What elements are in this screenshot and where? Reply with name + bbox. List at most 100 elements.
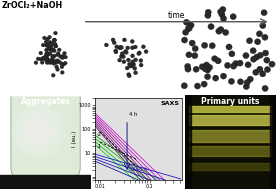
Circle shape <box>134 58 138 62</box>
Circle shape <box>251 56 257 62</box>
Circle shape <box>48 52 52 55</box>
Circle shape <box>230 14 236 20</box>
Circle shape <box>30 122 46 139</box>
Circle shape <box>181 37 188 43</box>
Text: ZrOCl₂+NaOH: ZrOCl₂+NaOH <box>1 1 63 10</box>
Circle shape <box>48 48 52 51</box>
Circle shape <box>205 67 211 73</box>
Circle shape <box>132 63 136 66</box>
Circle shape <box>131 60 135 64</box>
Circle shape <box>134 71 137 75</box>
Text: 5640 h: 5640 h <box>129 167 147 172</box>
Circle shape <box>229 51 235 57</box>
Circle shape <box>18 109 59 152</box>
Circle shape <box>41 43 45 47</box>
Circle shape <box>23 115 53 146</box>
Circle shape <box>55 59 59 63</box>
Circle shape <box>192 46 198 52</box>
Y-axis label: I (au.): I (au.) <box>72 131 77 147</box>
Circle shape <box>12 104 64 157</box>
Circle shape <box>141 45 145 49</box>
Circle shape <box>209 43 215 49</box>
Circle shape <box>118 46 122 50</box>
Circle shape <box>25 116 52 145</box>
Circle shape <box>193 66 199 72</box>
Circle shape <box>46 37 49 41</box>
Circle shape <box>44 53 48 57</box>
Circle shape <box>218 26 224 33</box>
Circle shape <box>34 61 38 65</box>
Circle shape <box>201 42 208 48</box>
Circle shape <box>20 112 56 149</box>
Circle shape <box>52 54 56 58</box>
Circle shape <box>44 48 48 52</box>
Circle shape <box>111 38 115 42</box>
Bar <box>0 175 91 189</box>
Circle shape <box>220 73 227 79</box>
Circle shape <box>56 68 59 71</box>
Circle shape <box>45 52 49 55</box>
Circle shape <box>228 78 235 84</box>
Circle shape <box>50 58 54 62</box>
Circle shape <box>115 45 119 49</box>
Circle shape <box>123 50 128 53</box>
Circle shape <box>243 53 249 59</box>
Circle shape <box>126 58 130 62</box>
Circle shape <box>254 54 260 60</box>
Circle shape <box>126 46 130 50</box>
Circle shape <box>189 40 195 46</box>
Text: -2: -2 <box>97 132 102 137</box>
Circle shape <box>133 66 137 70</box>
Circle shape <box>130 64 134 68</box>
Circle shape <box>51 73 55 77</box>
Circle shape <box>226 44 232 50</box>
Circle shape <box>114 49 118 53</box>
Circle shape <box>130 40 134 43</box>
Circle shape <box>205 12 211 19</box>
Circle shape <box>224 62 231 68</box>
Circle shape <box>19 111 57 150</box>
Circle shape <box>112 41 116 45</box>
Circle shape <box>45 54 49 57</box>
Circle shape <box>44 58 47 61</box>
Circle shape <box>124 50 128 54</box>
Circle shape <box>26 118 51 143</box>
Circle shape <box>51 54 54 58</box>
Circle shape <box>257 66 263 72</box>
Circle shape <box>48 35 51 39</box>
Circle shape <box>192 53 198 59</box>
Circle shape <box>43 36 46 40</box>
Circle shape <box>121 55 125 59</box>
Circle shape <box>57 60 61 64</box>
Circle shape <box>63 51 67 55</box>
Circle shape <box>47 61 51 64</box>
Circle shape <box>186 25 192 31</box>
Circle shape <box>14 105 63 156</box>
Circle shape <box>54 61 58 64</box>
Circle shape <box>206 64 213 70</box>
Bar <box>190 130 272 142</box>
Circle shape <box>52 49 56 53</box>
Circle shape <box>27 119 49 142</box>
Circle shape <box>44 58 48 61</box>
Circle shape <box>122 60 126 64</box>
Circle shape <box>53 43 57 47</box>
Circle shape <box>104 43 108 47</box>
Circle shape <box>186 52 192 58</box>
Text: time: time <box>168 11 185 20</box>
Circle shape <box>56 52 60 55</box>
Circle shape <box>44 54 48 58</box>
Circle shape <box>48 45 52 49</box>
Circle shape <box>125 66 129 70</box>
Circle shape <box>250 48 256 54</box>
Circle shape <box>54 44 58 48</box>
Circle shape <box>52 38 56 42</box>
Circle shape <box>47 52 51 56</box>
Circle shape <box>57 48 61 52</box>
Circle shape <box>130 46 134 50</box>
Circle shape <box>29 121 48 140</box>
Circle shape <box>48 40 52 44</box>
Circle shape <box>54 31 57 35</box>
Circle shape <box>215 58 221 64</box>
Circle shape <box>257 52 263 58</box>
